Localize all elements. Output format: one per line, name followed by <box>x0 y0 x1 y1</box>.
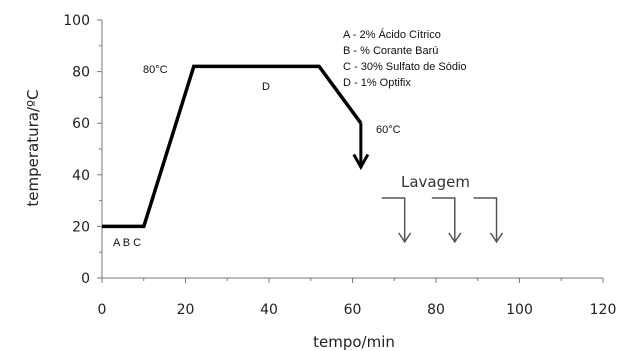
temperature-line <box>102 64 363 229</box>
x-tick-label: 80 <box>427 302 445 318</box>
x-tick-label: 100 <box>506 302 533 318</box>
y-tick-label: 80 <box>72 65 90 81</box>
x-tick-label: 20 <box>177 302 195 318</box>
wash-arrow <box>473 197 498 242</box>
wash-arrow <box>381 197 406 242</box>
cooling-arrow-head <box>352 153 370 171</box>
legend-item-a: A - 2% Ácido Cítrico <box>343 28 441 41</box>
label-60c: 60°C <box>376 124 401 136</box>
y-tick-label: 40 <box>72 168 90 184</box>
y-tick-label: 100 <box>63 13 90 29</box>
legend-item-b: B - % Corante Barú <box>343 45 438 57</box>
label-80c: 80°C <box>143 64 168 76</box>
legend-box: A - 2% Ácido Cítrico B - % Corante Barú … <box>343 28 467 89</box>
legend-item-c: C - 30% Sulfato de Sódio <box>343 61 467 73</box>
x-axis-title: tempo/min <box>313 333 395 351</box>
y-tick-label: 0 <box>81 271 90 287</box>
series <box>102 64 363 229</box>
y-tick-label: 60 <box>72 116 90 132</box>
label-abc: A B C <box>113 237 141 249</box>
wash-arrow-head <box>448 232 462 244</box>
x-tick-label: 120 <box>590 302 617 318</box>
legend-item-d: D - 1% Optifix <box>343 77 411 89</box>
wash-arrow <box>431 197 456 242</box>
label-d: D <box>262 81 270 93</box>
y-axis-ticks: 0 20 40 60 80 100 <box>63 13 102 287</box>
arrows <box>352 123 504 244</box>
y-axis-title: temperatura/ºC <box>24 89 42 206</box>
x-tick-label: 40 <box>260 302 278 318</box>
wash-arrow-head <box>489 232 504 244</box>
x-axis-ticks: 0 20 40 60 80 100 120 <box>98 278 617 318</box>
label-lavagem: Lavagem <box>401 173 470 191</box>
axes <box>101 20 603 279</box>
wash-arrow-head <box>398 232 412 244</box>
y-tick-label: 20 <box>72 219 90 235</box>
x-tick-label: 60 <box>344 302 362 318</box>
x-tick-label: 0 <box>98 302 107 318</box>
